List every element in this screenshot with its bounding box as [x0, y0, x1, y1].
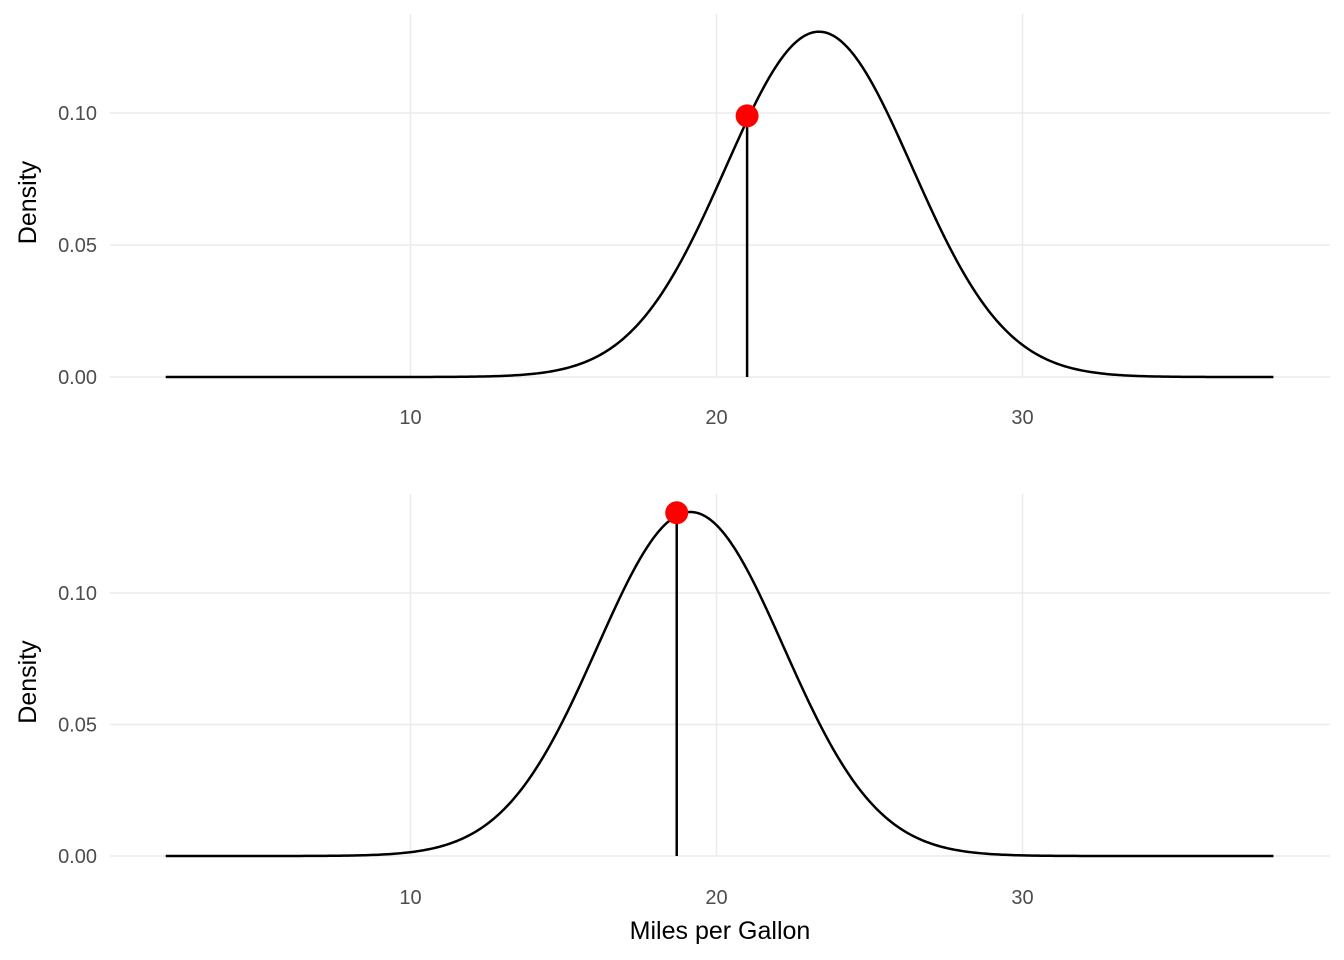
x-tick-label: 30	[1011, 887, 1033, 909]
y-tick-label: 0.10	[58, 583, 97, 605]
y-axis-title: Density	[14, 160, 42, 244]
y-tick-label: 0.00	[58, 367, 97, 389]
x-tick-label: 20	[705, 407, 727, 429]
y-tick-label: 0.10	[58, 103, 97, 125]
value-marker	[665, 501, 689, 525]
y-tick-label: 0.00	[58, 846, 97, 868]
x-axis-title: Miles per Gallon	[630, 917, 811, 945]
grid	[110, 494, 1330, 857]
x-tick-label: 10	[399, 887, 421, 909]
y-tick-label: 0.05	[58, 235, 97, 257]
y-axis-title: Density	[14, 640, 42, 724]
x-tick-label: 10	[399, 407, 421, 429]
panel-1: 0.00 0.05 0.10 10 20 30 Density	[14, 14, 1330, 429]
density-curve	[165, 510, 1274, 858]
grid	[110, 14, 1330, 378]
x-tick-label: 30	[1011, 407, 1033, 429]
panel-2: 0.00 0.05 0.10 10 20 30 Density Miles per Gallo…	[14, 494, 1330, 945]
x-tick-label: 20	[705, 887, 727, 909]
y-tick-label: 0.05	[58, 715, 97, 737]
value-marker	[735, 104, 759, 128]
density-curve	[165, 30, 1274, 379]
